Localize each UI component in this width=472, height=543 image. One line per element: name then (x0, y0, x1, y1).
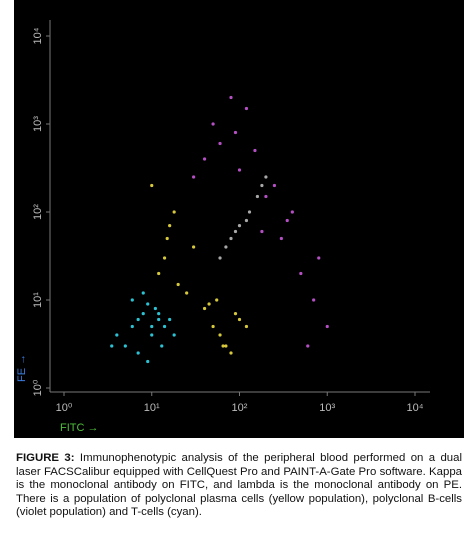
data-point (229, 236, 233, 241)
chart: FITC → FE → 10⁰ 10¹ 10² 10³ 10⁴ 10⁰ 10¹ 10² 10³ 1… (14, 0, 464, 438)
data-point (279, 236, 283, 241)
data-point (218, 333, 222, 337)
data-point (157, 312, 161, 316)
data-point (233, 130, 238, 135)
data-point (172, 333, 176, 337)
data-point (157, 317, 161, 322)
caption-text: Immunophenotypic analysis of the periphe… (16, 452, 462, 519)
caption: FIGURE 3: Immunophenotypic analysis of t… (16, 452, 462, 520)
data-point (221, 344, 225, 348)
data-point (325, 324, 329, 329)
data-point (146, 302, 150, 306)
data-point (153, 306, 157, 311)
data-point (255, 194, 260, 199)
y-axis-label: FE → (16, 354, 28, 382)
data-point (244, 218, 249, 223)
data-point (130, 298, 134, 302)
data-point (237, 317, 242, 322)
data-point (285, 218, 289, 223)
data-point (272, 183, 277, 188)
data-point (192, 175, 196, 179)
data-point (165, 236, 169, 241)
data-point (244, 324, 249, 329)
data-point (168, 317, 172, 322)
data-point (157, 271, 161, 276)
data-point (218, 141, 222, 146)
y-tick-label: 10³ (32, 116, 44, 132)
data-point (136, 351, 140, 355)
data-point (253, 148, 257, 153)
data-point (172, 210, 176, 214)
data-point (192, 245, 196, 249)
x-tick-label: 10⁰ (56, 402, 73, 414)
data-point (168, 224, 172, 228)
data-point (185, 291, 189, 295)
data-point (176, 282, 180, 287)
data-point (317, 256, 321, 260)
data-point (260, 229, 264, 234)
data-point (290, 210, 294, 214)
data-point (202, 306, 207, 311)
data-point (150, 324, 154, 329)
data-point (141, 312, 145, 316)
data-point (264, 175, 268, 179)
data-point (130, 324, 134, 329)
data-point (233, 229, 238, 234)
data-point (115, 333, 119, 337)
data-point (110, 344, 114, 348)
data-point (160, 344, 164, 348)
data-point (233, 312, 238, 316)
data-point (162, 256, 167, 260)
plot-background (14, 0, 464, 438)
data-point (146, 359, 150, 364)
data-point (202, 157, 207, 161)
data-point (247, 210, 252, 214)
data-point (211, 122, 215, 126)
data-point (141, 291, 145, 295)
data-point (264, 194, 268, 199)
data-point (150, 183, 154, 188)
y-tick-label: 10¹ (32, 292, 44, 308)
data-point (299, 271, 303, 276)
y-tick-label: 10² (32, 204, 44, 220)
x-tick-label: 10¹ (144, 402, 160, 414)
data-point (306, 344, 310, 348)
x-axis-label: FITC → (60, 422, 99, 434)
data-point (260, 183, 264, 188)
y-tick-label: 10⁰ (32, 379, 44, 396)
data-point (162, 324, 167, 329)
data-point (215, 298, 219, 302)
data-point (229, 351, 233, 355)
data-point (224, 344, 228, 348)
data-point (244, 106, 249, 111)
x-tick-label: 10⁴ (407, 402, 424, 414)
data-point (150, 333, 154, 337)
data-point (312, 298, 316, 302)
data-point (123, 344, 127, 348)
x-tick-label: 10² (232, 402, 248, 414)
data-point (237, 224, 242, 228)
x-tick-label: 10³ (319, 402, 335, 414)
data-point (224, 245, 228, 249)
caption-label: FIGURE 3: (16, 452, 75, 464)
data-point (136, 317, 140, 322)
data-point (211, 324, 215, 329)
y-tick-label: 10⁴ (32, 27, 44, 44)
data-point (237, 168, 242, 172)
data-point (207, 302, 211, 306)
data-point (229, 95, 233, 100)
data-point (218, 256, 222, 260)
